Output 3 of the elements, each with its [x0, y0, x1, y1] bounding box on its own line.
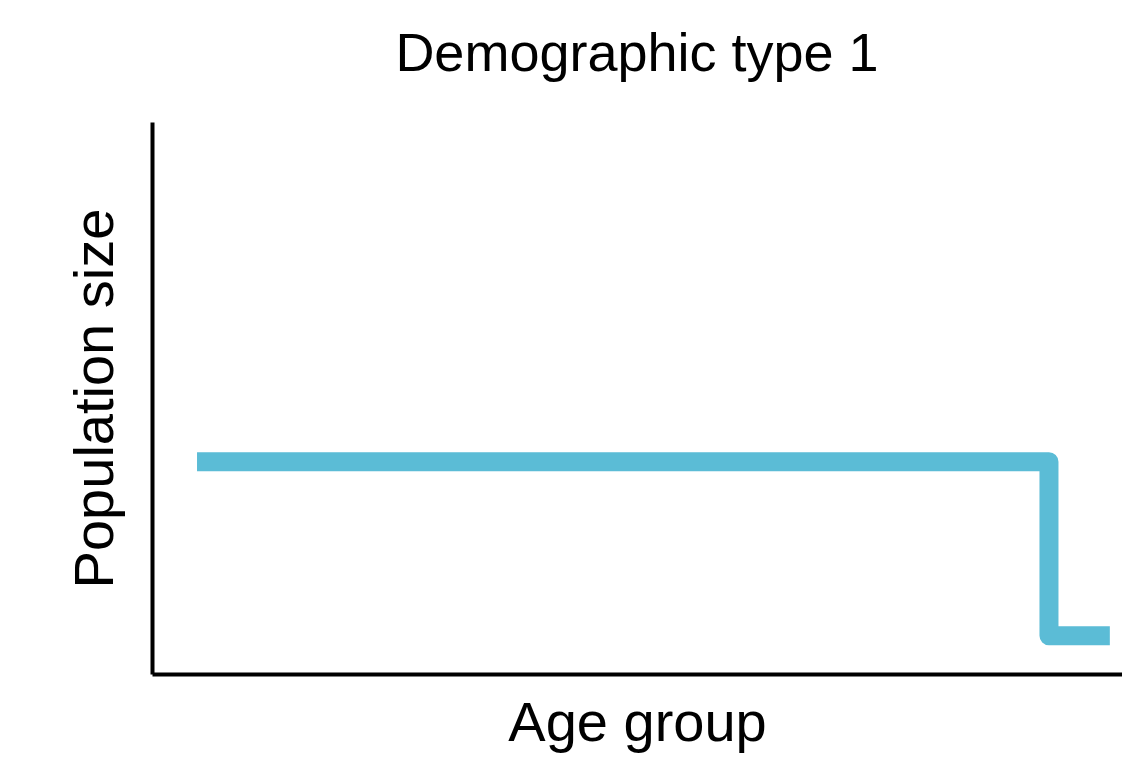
x-axis-title: Age group [508, 689, 767, 753]
chart-title: Demographic type 1 [395, 22, 879, 82]
y-axis-title: Population size [61, 208, 125, 589]
